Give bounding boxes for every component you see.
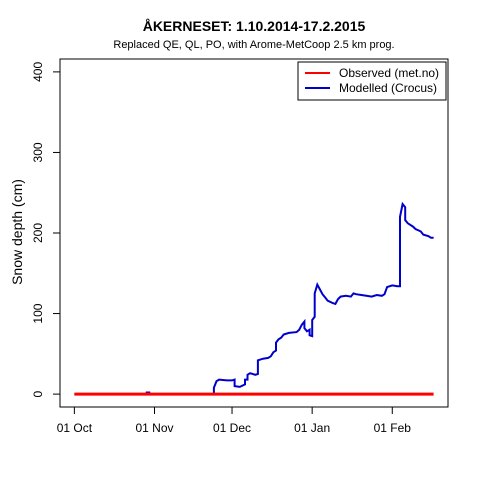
x-tick-label: 01 Oct — [57, 421, 93, 435]
plot-frame — [59, 58, 449, 408]
x-tick-label: 01 Dec — [213, 421, 251, 435]
chart-title: ÅKERNESET: 1.10.2014-17.2.2015 — [143, 18, 366, 34]
chart-subtitle: Replaced QE, QL, PO, with Arome-MetCoop … — [113, 39, 394, 51]
x-tick-label: 01 Nov — [135, 421, 173, 435]
x-tick-label: 01 Feb — [374, 421, 412, 435]
y-tick-label: 200 — [31, 223, 45, 243]
legend: Observed (met.no) Modelled (Crocus) — [297, 61, 447, 101]
series-line-modelled — [74, 201, 434, 396]
y-tick-label: 0 — [31, 390, 45, 397]
plot-area — [74, 201, 434, 396]
legend-label-modelled: Modelled (Crocus) — [339, 81, 437, 95]
x-tick-label: 01 Jan — [294, 421, 330, 435]
y-tick-label: 100 — [31, 303, 45, 323]
legend-box — [297, 61, 447, 101]
y-axis-label: Snow depth (cm) — [9, 179, 25, 285]
series-layer — [74, 201, 434, 396]
legend-label-observed: Observed (met.no) — [339, 66, 439, 80]
y-axis: 0 100 200 300 400 — [31, 62, 60, 397]
y-tick-label: 300 — [31, 142, 45, 162]
y-tick-label: 400 — [31, 62, 45, 82]
x-axis: 01 Oct 01 Nov 01 Dec 01 Jan 01 Feb — [57, 407, 412, 435]
